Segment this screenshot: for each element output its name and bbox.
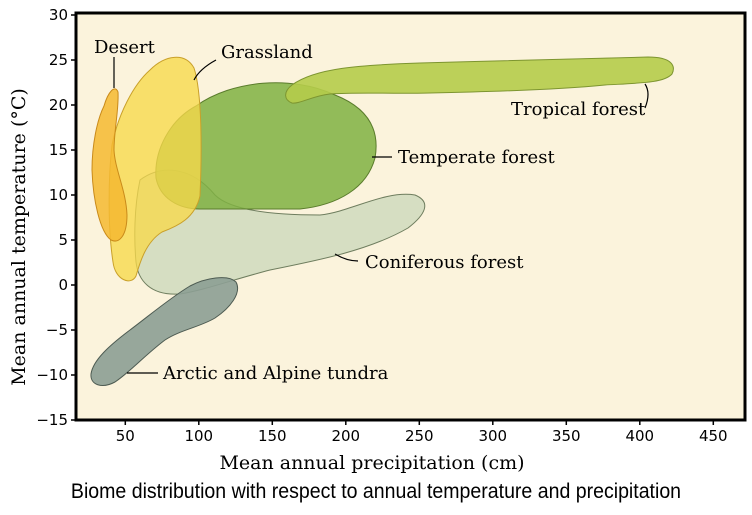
label-tundra: Arctic and Alpine tundra: [162, 363, 389, 384]
y-tick-label: 30: [49, 6, 68, 24]
biome-regions: [90, 56, 674, 386]
x-axis-title: Mean annual precipitation (cm): [219, 452, 524, 474]
label-grassland: Grassland: [221, 42, 313, 63]
x-tick-label: 300: [478, 427, 507, 445]
x-axis-ticks: [124, 420, 715, 425]
x-tick-label: 350: [552, 427, 581, 445]
figure-caption: Biome distribution with respect to annua…: [70, 480, 682, 503]
label-desert: Desert: [94, 37, 156, 58]
label-coniferous-forest: Coniferous forest: [365, 252, 524, 273]
region-desert: [91, 88, 128, 242]
x-tick-label: 450: [699, 427, 728, 445]
y-tick-label: −15: [36, 411, 68, 429]
y-axis-ticks: [71, 14, 76, 421]
leader-coniferous-forest: [334, 253, 359, 262]
region-tundra: [90, 277, 238, 386]
x-tick-label: 50: [116, 427, 135, 445]
label-temperate-forest: Temperate forest: [398, 147, 555, 168]
x-tick-labels: 50 100 150 200 250 300 350 400 450: [116, 427, 728, 445]
y-tick-label: −10: [36, 366, 68, 384]
y-tick-label: −5: [46, 321, 68, 339]
y-axis-title: Mean annual temperature (°C): [8, 88, 30, 386]
biome-labels: Desert Grassland Temperate forest Tropic…: [94, 37, 646, 384]
y-tick-label: 15: [49, 141, 68, 159]
leader-grassland: [193, 59, 217, 81]
x-tick-label: 100: [184, 427, 213, 445]
leader-lines: [113, 57, 649, 374]
x-tick-label: 250: [405, 427, 434, 445]
y-tick-label: 20: [49, 96, 68, 114]
x-tick-label: 150: [258, 427, 287, 445]
region-tropical-forest: [285, 56, 674, 104]
y-tick-label: 10: [49, 186, 68, 204]
y-tick-labels: 30 25 20 15 10 5 0 −5 −10 −15: [36, 6, 68, 429]
x-tick-label: 200: [331, 427, 360, 445]
y-tick-label: 25: [49, 51, 68, 69]
y-tick-label: 0: [58, 276, 68, 294]
y-tick-label: 5: [58, 231, 68, 249]
x-tick-label: 400: [625, 427, 654, 445]
label-tropical-forest: Tropical forest: [511, 99, 646, 120]
leader-tropical-forest: [644, 83, 649, 109]
